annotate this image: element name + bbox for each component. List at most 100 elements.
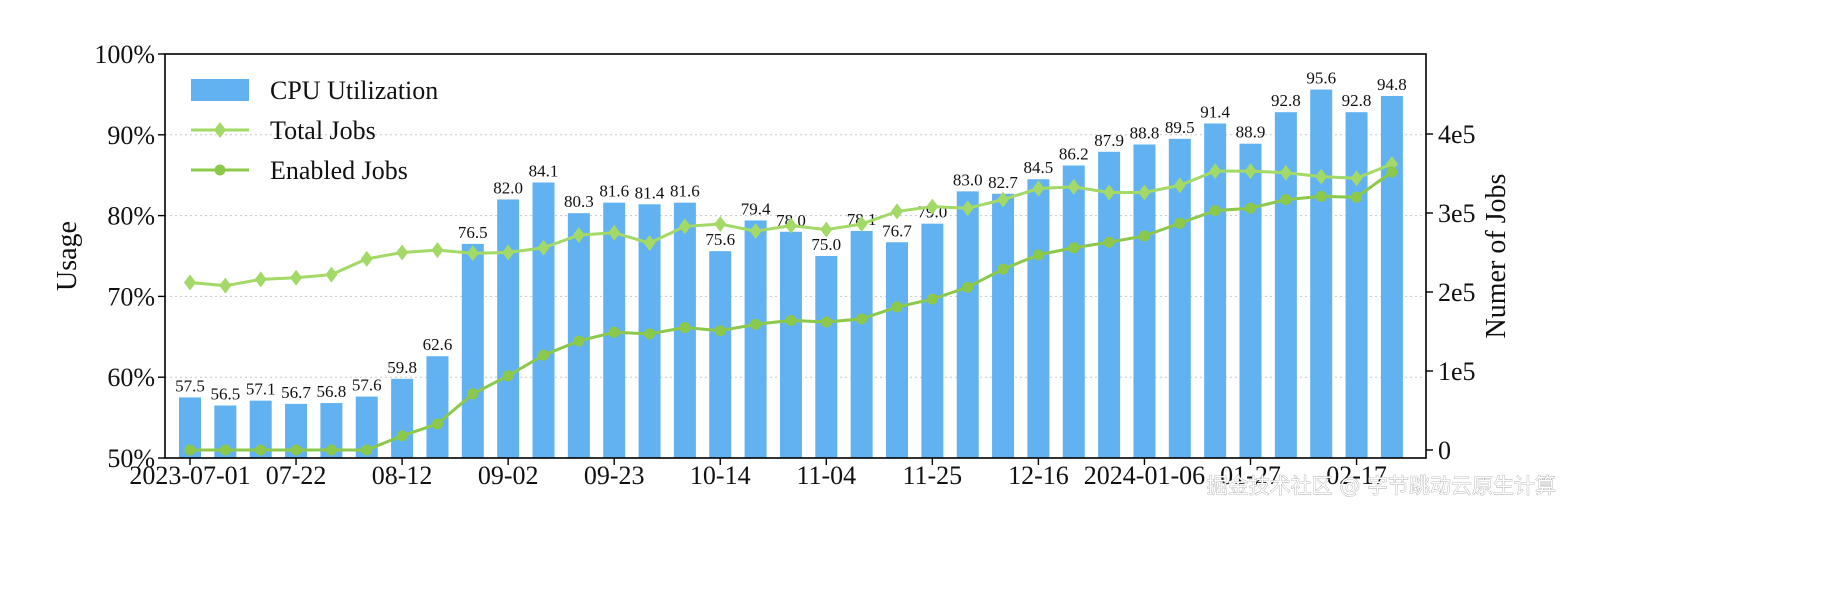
bar (1168, 138, 1191, 458)
bar-data-label: 89.5 (1165, 118, 1195, 137)
y-tick-label: 60% (107, 363, 155, 392)
bar (1204, 123, 1227, 458)
x-tick-label: 01-27 (1220, 461, 1281, 490)
bar-data-label: 79.4 (741, 199, 771, 218)
x-tick-label: 12-16 (1008, 461, 1069, 490)
circle-marker (750, 318, 762, 330)
legend-diamond-marker (214, 122, 226, 138)
circle-marker (431, 418, 443, 430)
circle-marker (467, 388, 479, 400)
circle-marker (785, 314, 797, 326)
bar (1133, 144, 1156, 458)
circle-marker (1245, 202, 1256, 214)
bar-data-label: 81.6 (670, 182, 700, 201)
circle-marker (573, 335, 585, 347)
y-axis-label: Usage (52, 221, 83, 291)
bar-data-label: 88.8 (1130, 123, 1160, 142)
bar (1380, 96, 1403, 459)
bar-data-label: 62.6 (423, 335, 453, 354)
bar (779, 231, 802, 458)
bar (956, 191, 979, 459)
diamond-marker (1138, 184, 1151, 201)
circle-marker (997, 263, 1009, 275)
diamond-marker (1067, 178, 1080, 195)
diamond-marker (1244, 163, 1257, 180)
bar (391, 378, 414, 458)
diamond-marker (643, 235, 656, 252)
bar (355, 396, 378, 458)
y2-tick-label: 0 (1438, 436, 1451, 465)
bar-data-label: 95.6 (1306, 69, 1336, 88)
diamond-marker (961, 200, 974, 217)
bar-data-label: 76.7 (882, 221, 912, 240)
circle-marker (1351, 191, 1363, 203)
x-tick-label: 07-22 (266, 461, 327, 490)
bar (1062, 165, 1085, 458)
x-tick-label: 2023-07-01 (129, 461, 250, 490)
diamond-marker (466, 245, 479, 262)
circle-marker (219, 444, 231, 456)
y2-tick-label: 1e5 (1438, 357, 1476, 386)
bar (1239, 143, 1262, 459)
x-tick-label: 08-12 (372, 461, 433, 490)
x-tick-label: 09-02 (478, 461, 539, 490)
y-tick-label: 90% (107, 121, 155, 150)
x-tick-label: 02-17 (1326, 461, 1387, 490)
diamond-marker (1209, 163, 1222, 180)
y2-axis-label: Numer of Jobs (1481, 174, 1512, 339)
bar-data-label: 59.8 (387, 358, 417, 377)
bar-data-label: 84.1 (529, 161, 559, 180)
diamond-marker (1032, 180, 1045, 197)
bar-data-label: 57.5 (175, 376, 205, 395)
bar (709, 251, 732, 458)
circle-marker (608, 326, 620, 338)
circle-marker (361, 444, 373, 456)
bar-data-label: 92.8 (1342, 91, 1372, 110)
bar (1098, 151, 1121, 458)
circle-marker (1315, 190, 1327, 202)
circle-marker (820, 316, 832, 328)
bar-data-label: 81.6 (599, 182, 629, 201)
circle-marker (856, 313, 868, 325)
y2-tick-label: 3e5 (1438, 199, 1476, 228)
circle-marker (396, 430, 408, 442)
legend-circle-marker (214, 164, 226, 176)
bar-data-label: 76.5 (458, 223, 488, 242)
diamond-marker (396, 244, 409, 261)
bar-data-label: 91.4 (1200, 102, 1230, 121)
bar-data-labels: 57.5 56.5 57.1 56.7 56.8 57.6 59.8 62.6 76.5 82.0… (175, 69, 1407, 404)
circle-marker (891, 301, 903, 313)
bar (850, 230, 873, 458)
diamond-marker (678, 218, 691, 235)
y-tick-label: 70% (107, 282, 155, 311)
bar-data-label: 75.0 (811, 235, 841, 254)
bar-data-label: 57.6 (352, 376, 382, 395)
circle-marker (325, 444, 337, 456)
bar-series (179, 89, 1403, 459)
legend-label: Total Jobs (270, 116, 376, 145)
bar (1274, 112, 1297, 459)
diamond-marker (1279, 164, 1292, 181)
diamond-marker (608, 224, 621, 241)
bar (497, 199, 520, 458)
x-tick-label: 09-23 (584, 461, 645, 490)
bar (992, 193, 1015, 458)
diamond-marker (184, 274, 196, 291)
y-tick-label: 100% (94, 40, 155, 69)
circle-marker (255, 444, 267, 456)
bar (285, 403, 308, 458)
circle-marker (1280, 194, 1292, 206)
bar (179, 397, 201, 458)
diamond-marker (926, 198, 939, 215)
line-series (184, 156, 1398, 456)
bar-data-label: 82.7 (988, 173, 1018, 192)
bar-data-label: 88.9 (1236, 123, 1266, 142)
bar-data-label: 81.4 (635, 183, 665, 202)
diamond-marker (325, 266, 338, 283)
bar-data-label: 82.0 (493, 178, 523, 197)
diamond-marker (537, 239, 550, 256)
circle-marker (644, 328, 656, 340)
diamond-marker (1103, 184, 1116, 201)
diamond-marker (1315, 168, 1328, 185)
